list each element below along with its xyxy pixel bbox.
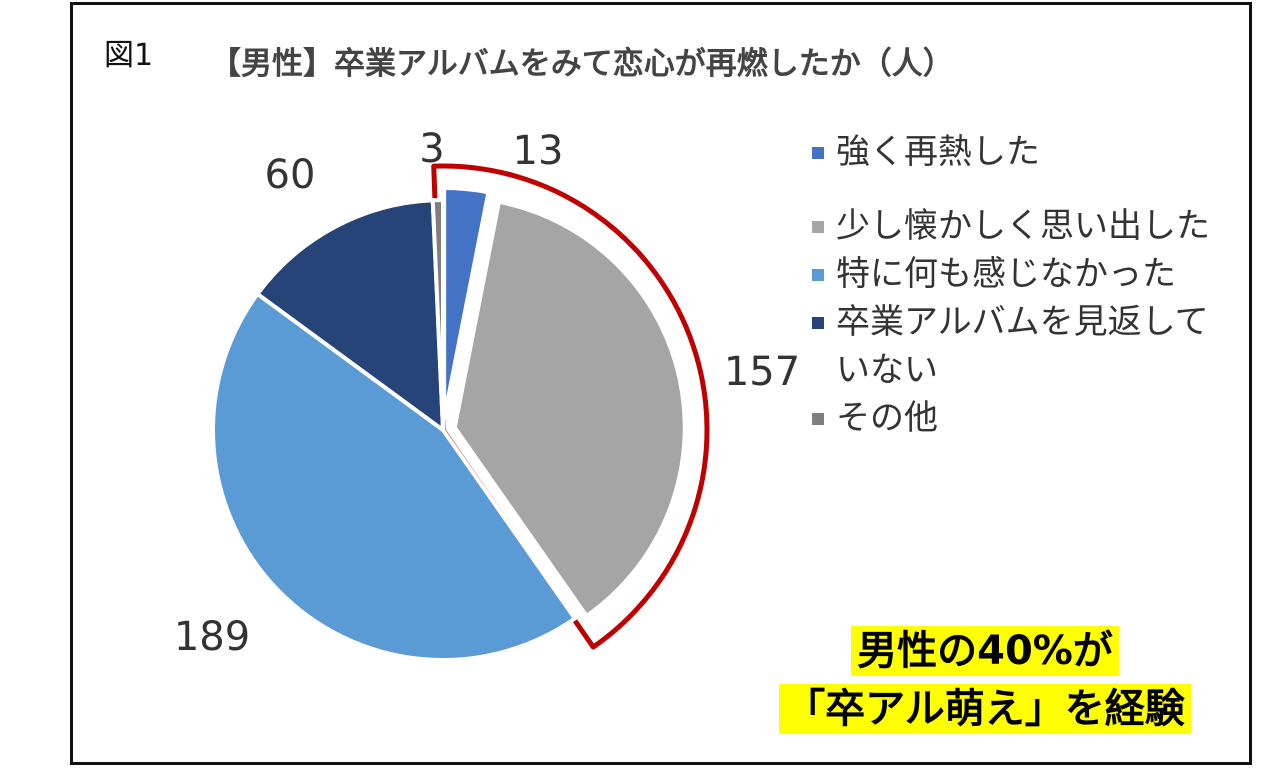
legend-item-nostalgic: 少し懐かしく思い出した: [810, 202, 1230, 250]
legend-item-not-viewed: 卒業アルバムを見返していない: [810, 298, 1230, 394]
legend-swatch: [812, 221, 824, 233]
legend-item-other: その他: [810, 394, 1230, 442]
figure-label: 図1: [104, 38, 154, 73]
legend-label: 強く再熱した: [836, 132, 1040, 172]
pie-slice: [430, 197, 445, 431]
callout-line-1: 男性の40%が: [851, 626, 1119, 676]
data-label: 13: [513, 128, 564, 174]
legend-swatch: [812, 269, 824, 281]
data-label: 157: [724, 349, 800, 395]
data-label: 60: [265, 152, 316, 198]
legend-label: その他: [836, 398, 938, 438]
legend-swatch: [812, 147, 824, 159]
legend-label: 卒業アルバムを見返していない: [836, 302, 1209, 390]
legend-label: 少し懐かしく思い出した: [836, 206, 1210, 246]
callout-line-2: 「卒アル萌え」を経験: [779, 684, 1191, 734]
pie-slice: [452, 199, 687, 619]
legend-swatch: [812, 413, 824, 425]
pie-slice: [442, 186, 491, 419]
pie-slice: [254, 198, 446, 435]
data-label: 3: [419, 126, 444, 172]
legend-item-strong: 強く再熱した: [810, 128, 1230, 176]
legend-label: 特に何も感じなかった: [836, 254, 1176, 294]
pie-slice: [211, 291, 578, 662]
data-label: 189: [174, 614, 250, 660]
legend: 強く再熱した 少し懐かしく思い出した 特に何も感じなかった 卒業アルバムを見返し…: [810, 128, 1230, 442]
callout: 男性の40%が 「卒アル萌え」を経験: [720, 622, 1250, 738]
legend-item-nothing: 特に何も感じなかった: [810, 250, 1230, 298]
chart-title: 【男性】卒業アルバムをみて恋心が再燃したか（人）: [210, 46, 954, 82]
legend-swatch: [812, 317, 824, 329]
